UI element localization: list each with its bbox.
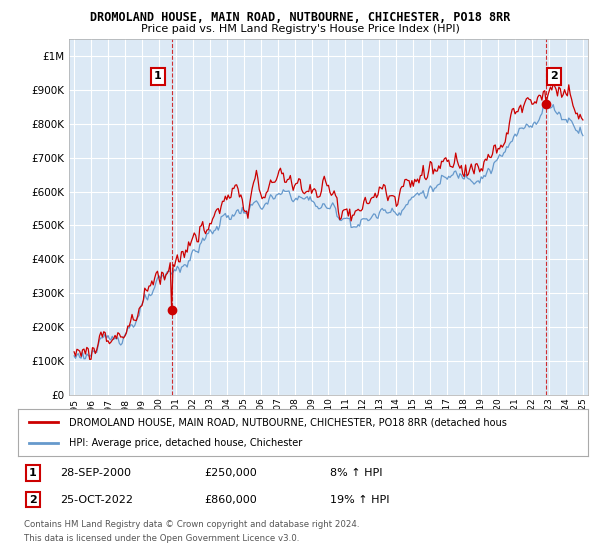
Text: 1: 1 xyxy=(154,72,162,81)
Text: HPI: Average price, detached house, Chichester: HPI: Average price, detached house, Chic… xyxy=(70,438,302,448)
Text: 28-SEP-2000: 28-SEP-2000 xyxy=(60,468,131,478)
Text: DROMOLAND HOUSE, MAIN ROAD, NUTBOURNE, CHICHESTER, PO18 8RR: DROMOLAND HOUSE, MAIN ROAD, NUTBOURNE, C… xyxy=(90,11,510,24)
Text: £250,000: £250,000 xyxy=(204,468,257,478)
Text: DROMOLAND HOUSE, MAIN ROAD, NUTBOURNE, CHICHESTER, PO18 8RR (detached hous: DROMOLAND HOUSE, MAIN ROAD, NUTBOURNE, C… xyxy=(70,417,507,427)
Text: This data is licensed under the Open Government Licence v3.0.: This data is licensed under the Open Gov… xyxy=(24,534,299,543)
Text: 1: 1 xyxy=(29,468,37,478)
Text: 8% ↑ HPI: 8% ↑ HPI xyxy=(330,468,383,478)
Text: 2: 2 xyxy=(550,72,558,81)
Text: 25-OCT-2022: 25-OCT-2022 xyxy=(60,494,133,505)
Text: Contains HM Land Registry data © Crown copyright and database right 2024.: Contains HM Land Registry data © Crown c… xyxy=(24,520,359,529)
Text: Price paid vs. HM Land Registry's House Price Index (HPI): Price paid vs. HM Land Registry's House … xyxy=(140,24,460,34)
Text: 19% ↑ HPI: 19% ↑ HPI xyxy=(330,494,389,505)
Text: £860,000: £860,000 xyxy=(204,494,257,505)
Text: 2: 2 xyxy=(29,494,37,505)
